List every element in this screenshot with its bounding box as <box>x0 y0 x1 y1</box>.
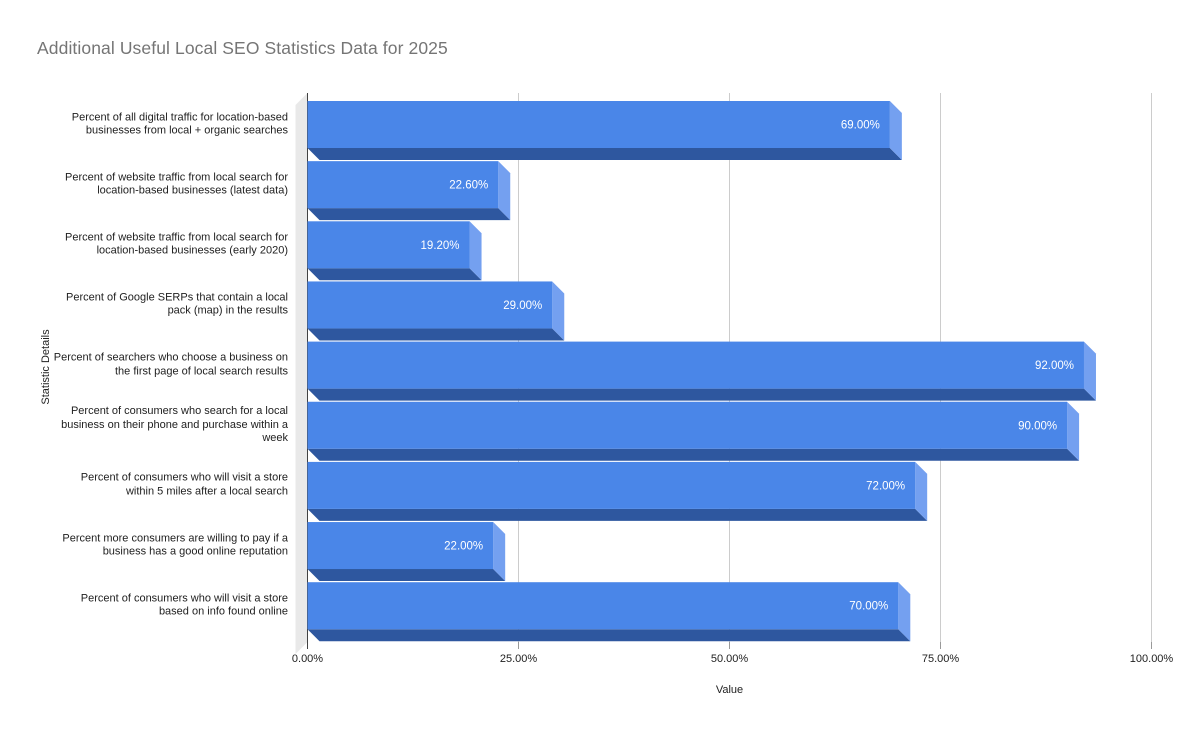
chart-title: Additional Useful Local SEO Statistics D… <box>37 38 448 58</box>
bar-side-face <box>552 281 565 341</box>
category-label: Percent of Google SERPs that contain a l… <box>66 291 288 317</box>
bar-side-face <box>915 461 928 521</box>
bar-side-face <box>469 221 482 281</box>
bar-front-face <box>307 341 1084 389</box>
bar-front-face <box>307 221 470 269</box>
category-label: Percent of website traffic from local se… <box>65 231 288 257</box>
bar-value-label: 22.60% <box>449 180 488 192</box>
bar-front-face <box>307 582 899 630</box>
category-label: Percent of all digital traffic for locat… <box>71 111 288 137</box>
tick-label: 50.00% <box>711 653 749 665</box>
bar-value-label: 70.00% <box>849 601 888 613</box>
category-label: Percent of consumers who will visit a st… <box>80 471 288 498</box>
bar-group: 22.60% <box>307 161 511 221</box>
bar-group: 22.00% <box>307 522 506 582</box>
bar-bottom-face <box>307 629 911 642</box>
bar-side-face <box>1067 401 1080 461</box>
bar-side-face <box>1083 341 1096 401</box>
bar-bottom-face <box>307 148 902 160</box>
bar-front-face <box>307 401 1068 449</box>
bar-front-face <box>307 281 553 329</box>
tick-label: 25.00% <box>500 653 538 665</box>
bar-group: 92.00% <box>307 341 1096 401</box>
bar-group: 72.00% <box>307 461 928 521</box>
bar-side-face <box>898 582 911 642</box>
category-label: Percent of consumers who search for a lo… <box>61 405 288 444</box>
bar-value-label: 19.20% <box>421 240 460 252</box>
x-axis-title: Value <box>715 684 744 696</box>
bar-group: 19.20% <box>307 221 482 281</box>
bar-value-label: 72.00% <box>866 480 905 492</box>
bar-side-face <box>493 522 506 582</box>
bar-group: 90.00% <box>307 401 1080 461</box>
bar-value-label: 69.00% <box>841 120 880 132</box>
category-label: Percent of website traffic from local se… <box>65 171 288 197</box>
bar-bottom-face <box>307 388 1096 401</box>
bar-front-face <box>307 101 890 148</box>
bar-bottom-face <box>307 328 565 341</box>
category-label: Percent of searchers who choose a busine… <box>53 351 288 378</box>
bar-group: 69.00% <box>307 101 902 160</box>
bar-bottom-face <box>307 569 506 582</box>
bar-front-face <box>307 161 499 209</box>
bar-front-face <box>307 522 494 570</box>
bar-bottom-face <box>307 508 928 521</box>
bar-value-label: 90.00% <box>1018 420 1057 432</box>
category-label: Percent of consumers who will visit a st… <box>80 592 288 618</box>
tick-label: 0.00% <box>292 653 323 665</box>
tick-label: 75.00% <box>922 653 960 665</box>
tick-label: 100.00% <box>1130 653 1174 665</box>
bar-value-label: 29.00% <box>503 300 542 312</box>
bar-side-face <box>889 101 902 160</box>
bar-bottom-face <box>307 208 511 221</box>
bar-value-label: 22.00% <box>444 541 483 553</box>
bar-bottom-face <box>307 448 1080 461</box>
bar-value-label: 92.00% <box>1035 360 1074 372</box>
plot-wall <box>295 93 308 654</box>
bar-group: 70.00% <box>307 582 911 642</box>
y-axis-title: Statistic Details <box>40 329 52 405</box>
category-label: Percent more consumers are willing to pa… <box>62 532 288 558</box>
bar-bottom-face <box>307 268 482 281</box>
bar-side-face <box>498 161 511 221</box>
bar-group: 29.00% <box>307 281 565 341</box>
bar-front-face <box>307 461 916 509</box>
